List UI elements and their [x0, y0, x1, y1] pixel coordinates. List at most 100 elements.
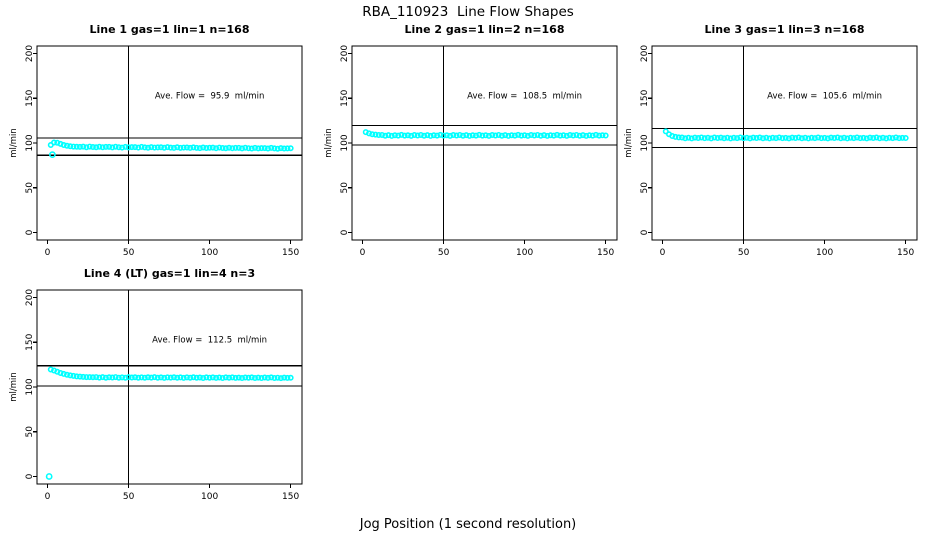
panel-line-3: Line 3 gas=1 lin=3 n=168 0 50 100 150 0 50 100…: [621, 22, 923, 274]
flow-point: [277, 375, 284, 382]
flow-point: [277, 145, 284, 152]
ave-flow-annotation: Ave. Flow = 108.5 ml/min: [467, 91, 582, 101]
flow-point: [177, 144, 184, 151]
flow-point: [255, 374, 262, 381]
flow-point: [824, 135, 831, 142]
flow-point: [760, 135, 767, 142]
flow-point: [229, 374, 236, 381]
flow-point: [99, 374, 106, 381]
flow-point: [89, 374, 96, 381]
flow-points: [45, 366, 294, 480]
flow-point: [579, 132, 586, 139]
flow-point: [232, 144, 239, 151]
flow-point: [811, 135, 818, 142]
flow-point: [721, 135, 728, 142]
ave-flow-annotation: Ave. Flow = 112.5 ml/min: [152, 335, 267, 345]
flow-point: [157, 144, 164, 151]
flow-point: [287, 145, 294, 152]
y-axis-label: ml/min: [9, 372, 19, 402]
panel-line-1: Line 1 gas=1 lin=1 n=168 0 50 100 150 0 50 100…: [6, 22, 308, 274]
flow-point: [164, 374, 171, 381]
flow-point: [99, 144, 106, 151]
flow-point: [258, 375, 265, 382]
flow-point: [102, 374, 109, 381]
x-tick-label: 150: [282, 492, 299, 502]
y-tick-label: 0: [640, 229, 650, 235]
flow-point: [86, 143, 93, 150]
flow-point: [60, 370, 67, 377]
flow-point: [222, 374, 229, 381]
flow-point: [187, 374, 194, 381]
flow-point: [482, 132, 489, 139]
flow-point: [876, 135, 883, 142]
y-tick-label: 100: [640, 134, 650, 151]
y-tick-label: 150: [640, 89, 650, 106]
flow-point: [498, 132, 505, 139]
flow-point: [834, 134, 841, 141]
flow-point: [151, 144, 158, 151]
flow-point: [148, 374, 155, 381]
flow-point: [717, 134, 724, 141]
flow-point: [805, 135, 812, 142]
x-axis-ticks: 0 50 100 150: [360, 240, 615, 258]
flow-point: [678, 134, 685, 141]
flow-points: [47, 139, 294, 159]
flow-point: [740, 135, 747, 142]
y-tick-label: 100: [340, 134, 350, 151]
flow-point: [281, 145, 288, 152]
flow-point: [157, 374, 164, 381]
flow-point: [547, 132, 554, 139]
flow-point: [688, 135, 695, 142]
flow-point: [151, 374, 158, 381]
flow-point: [566, 132, 573, 139]
flow-point: [128, 374, 135, 381]
flow-point: [145, 374, 152, 381]
plot-frame: [36, 289, 303, 485]
y-tick-label: 50: [340, 182, 350, 194]
flow-point: [492, 132, 499, 139]
flow-point: [714, 134, 721, 141]
flow-point: [76, 373, 83, 380]
flow-point: [180, 374, 187, 381]
flow-point: [119, 144, 126, 151]
flow-point: [753, 134, 760, 141]
flow-point: [602, 132, 609, 139]
flow-point: [154, 374, 161, 381]
flow-point: [284, 374, 291, 381]
flow-point: [583, 132, 590, 139]
flow-point: [203, 374, 210, 381]
x-axis-ticks: 0 50 100 150: [45, 484, 300, 502]
plot-frame: [36, 45, 303, 241]
flow-point: [541, 132, 548, 139]
flow-point: [93, 374, 100, 381]
flow-point: [870, 134, 877, 141]
flow-point: [268, 374, 275, 381]
flow-point: [154, 144, 161, 151]
flow-point: [892, 134, 899, 141]
x-tick-label: 50: [123, 248, 135, 258]
flow-point: [187, 144, 194, 151]
flow-point: [57, 369, 64, 376]
flow-point: [83, 144, 90, 151]
panel-line-1-title: Line 1 gas=1 lin=1 n=168: [89, 23, 250, 36]
flow-point: [672, 133, 679, 140]
panel-line-2-title: Line 2 gas=1 lin=2 n=168: [404, 23, 565, 36]
flow-point: [430, 132, 437, 139]
flow-point: [229, 145, 236, 152]
flow-point: [83, 374, 90, 381]
flow-point: [141, 374, 148, 381]
panel-line-2-plot: 0 50 100 150 0 50 100 150 200 ml/min Ave. Flow = 1…: [324, 45, 618, 258]
y-axis-label: ml/min: [324, 128, 334, 158]
flow-point: [51, 139, 58, 146]
flow-point: [557, 132, 564, 139]
flow-point: [135, 144, 142, 151]
y-tick-label: 50: [640, 182, 650, 194]
flow-point: [261, 374, 268, 381]
flow-point: [148, 144, 155, 151]
flow-point: [589, 132, 596, 139]
flow-point: [200, 144, 207, 151]
flow-point: [245, 374, 252, 381]
flow-point: [255, 145, 262, 152]
flow-point: [132, 144, 139, 151]
flow-point: [141, 144, 148, 151]
